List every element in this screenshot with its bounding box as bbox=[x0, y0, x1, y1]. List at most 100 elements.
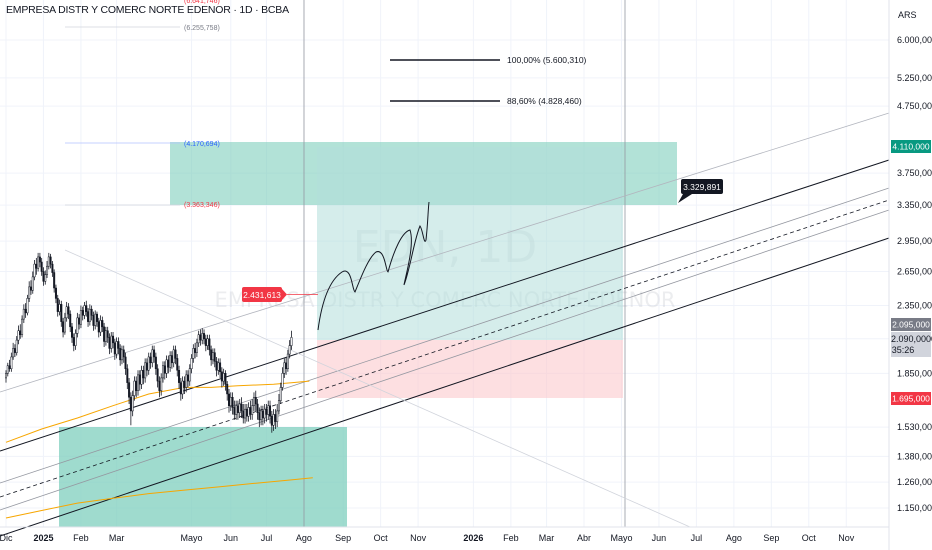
candle-body bbox=[153, 349, 156, 358]
range-label: (6.255,758) bbox=[184, 25, 220, 32]
candle-body bbox=[170, 355, 173, 364]
candle-body bbox=[188, 368, 191, 382]
price-tick-label: 3.350,000 bbox=[897, 200, 932, 210]
candle-body bbox=[13, 348, 16, 353]
candle-body bbox=[272, 414, 275, 426]
range-label: (4.170,694) bbox=[184, 141, 220, 148]
candle-body bbox=[137, 374, 140, 391]
candle-body bbox=[94, 313, 97, 326]
trend-channel bbox=[0, 112, 890, 537]
time-tick-label: Abr bbox=[577, 533, 591, 543]
time-tick-label: Oct bbox=[802, 533, 817, 543]
candle-body bbox=[288, 345, 291, 355]
candle-body bbox=[265, 408, 268, 415]
time-tick-label: Nov bbox=[838, 533, 855, 543]
candle-body bbox=[74, 333, 77, 346]
candle-body bbox=[186, 374, 189, 382]
projection-path bbox=[317, 201, 430, 331]
price-tick-label: 2.650,000 bbox=[897, 267, 932, 277]
range-label: (3.363,346) bbox=[184, 202, 220, 209]
price-tick-label: 3.750,000 bbox=[897, 168, 932, 178]
candle-body bbox=[81, 310, 84, 316]
candle-body bbox=[37, 256, 40, 269]
candle-body bbox=[210, 349, 213, 361]
candle-body bbox=[156, 368, 159, 382]
candle-body bbox=[169, 355, 172, 368]
target-price-tag-text: 4.110,000 bbox=[892, 142, 929, 152]
candle-body bbox=[158, 380, 161, 391]
candle-body bbox=[277, 400, 280, 412]
time-tick-label: Sep bbox=[763, 533, 779, 543]
fib-label-886: 88,60% (4.828,460) bbox=[507, 96, 582, 106]
candle-body bbox=[72, 337, 75, 346]
candle-body bbox=[247, 407, 250, 417]
candle-body bbox=[138, 374, 141, 385]
price-tick-label: 1.850,000 bbox=[897, 368, 932, 378]
candle-body bbox=[285, 362, 288, 370]
price-tick-label: 1.260,000 bbox=[897, 477, 932, 487]
candle-body bbox=[44, 274, 47, 282]
candle-body bbox=[35, 263, 38, 269]
time-tick-label: Sep bbox=[335, 533, 351, 543]
close-price-tag bbox=[891, 332, 931, 357]
candle-body bbox=[28, 286, 31, 299]
candle-body bbox=[174, 349, 177, 359]
candle-body bbox=[251, 405, 254, 415]
price-badge-right bbox=[681, 179, 723, 194]
candle-body bbox=[95, 313, 98, 322]
candle-body bbox=[235, 405, 238, 415]
candle-body bbox=[104, 330, 107, 342]
candle-body bbox=[46, 265, 49, 275]
candle-body bbox=[219, 362, 222, 373]
candle-body bbox=[222, 373, 225, 382]
candle-body bbox=[220, 371, 223, 382]
time-tick-label: 2026 bbox=[463, 533, 483, 543]
candle-body bbox=[112, 335, 115, 344]
candle-body bbox=[8, 365, 11, 370]
candle-body bbox=[120, 349, 123, 361]
moving-average-slow bbox=[5, 477, 313, 519]
candle-body bbox=[17, 330, 20, 341]
time-tick-label: Jun bbox=[652, 533, 667, 543]
candle-body bbox=[172, 349, 175, 364]
candle-body bbox=[53, 272, 56, 289]
time-tick-label: Nov bbox=[410, 533, 427, 543]
candle-body bbox=[245, 408, 248, 417]
candle-body bbox=[211, 352, 214, 361]
candle-body bbox=[142, 370, 145, 379]
candle-body bbox=[129, 397, 132, 412]
candle-body bbox=[97, 321, 100, 333]
position-loss-zone bbox=[317, 340, 623, 398]
last-price-tag-text: 2.095,000 bbox=[892, 320, 930, 330]
candle-body bbox=[131, 395, 134, 412]
candle-body bbox=[203, 333, 206, 340]
time-tick-label: Jul bbox=[691, 533, 703, 543]
candle-body bbox=[135, 380, 138, 391]
candle-body bbox=[19, 330, 22, 335]
candle-body bbox=[12, 348, 15, 358]
candle-body bbox=[38, 256, 41, 263]
candle-body bbox=[154, 356, 157, 370]
channel-lower-line bbox=[0, 237, 890, 537]
candle-body bbox=[60, 304, 63, 322]
candle-body bbox=[281, 373, 284, 388]
candle-body bbox=[249, 407, 252, 415]
time-tick-label: Oct bbox=[374, 533, 389, 543]
candle-body bbox=[140, 370, 143, 385]
candle-body bbox=[42, 271, 45, 282]
candle-body bbox=[126, 368, 129, 383]
candle-body bbox=[49, 256, 52, 265]
diagonal-line bbox=[64, 249, 691, 528]
candle-body bbox=[76, 317, 79, 334]
candle-body bbox=[217, 362, 220, 371]
candle-body bbox=[213, 352, 216, 362]
time-tick-label: Jun bbox=[224, 533, 239, 543]
candle-body bbox=[160, 377, 163, 391]
channel-upper-line bbox=[0, 159, 890, 452]
price-tick-label: 4.750,000 bbox=[897, 101, 932, 111]
price-tick-label: 2.950,000 bbox=[897, 236, 932, 246]
candle-body bbox=[194, 348, 197, 353]
candle-body bbox=[78, 317, 81, 325]
